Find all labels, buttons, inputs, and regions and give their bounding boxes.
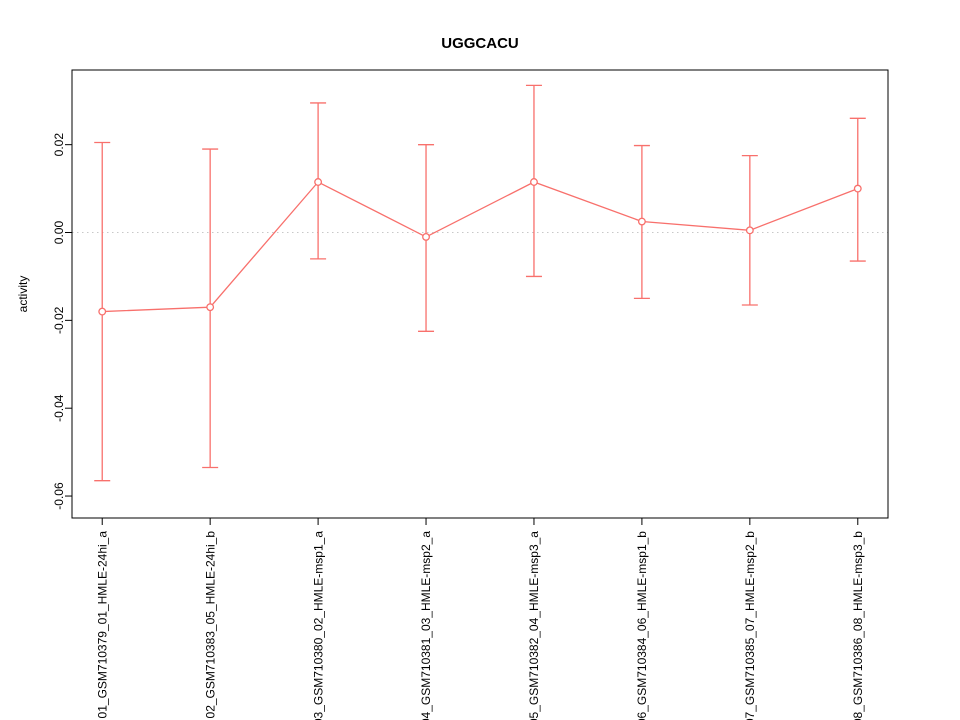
y-tick-label: 0.02 xyxy=(52,133,66,157)
data-point xyxy=(853,184,862,193)
y-tick-label: -0.02 xyxy=(52,306,66,334)
y-tick-label: -0.06 xyxy=(52,482,66,510)
x-tick-label: 01_GSM710379_01_HMLE-24hi_a xyxy=(95,531,109,719)
x-tick-label: 08_GSM710386_08_HMLE-msp3_b xyxy=(851,531,865,720)
y-axis-label: activity xyxy=(16,276,30,313)
data-point xyxy=(98,307,107,316)
x-tick-label: 03_GSM710380_02_HMLE-msp1_a xyxy=(311,531,325,720)
x-tick-label: 04_GSM710381_03_HMLE-msp2_a xyxy=(419,531,433,720)
x-tick-label: 05_GSM710382_04_HMLE-msp3_a xyxy=(527,531,541,720)
x-tick-label: 07_GSM710385_07_HMLE-msp2_b xyxy=(743,531,757,720)
data-point xyxy=(745,226,754,235)
data-point xyxy=(206,303,215,312)
y-tick-label: -0.04 xyxy=(52,394,66,422)
chart-title: UGGCACU xyxy=(441,35,519,52)
x-tick-label: 02_GSM710383_05_HMLE-24hi_b xyxy=(203,531,217,719)
data-point xyxy=(422,232,430,241)
series-line xyxy=(102,181,859,313)
y-tick-label: 0.00 xyxy=(52,221,66,245)
data-point xyxy=(314,178,323,186)
data-point xyxy=(530,178,538,186)
data-point xyxy=(637,217,646,226)
plot-border xyxy=(71,69,889,519)
x-tick-label: 06_GSM710384_06_HMLE-msp1_b xyxy=(635,531,649,720)
